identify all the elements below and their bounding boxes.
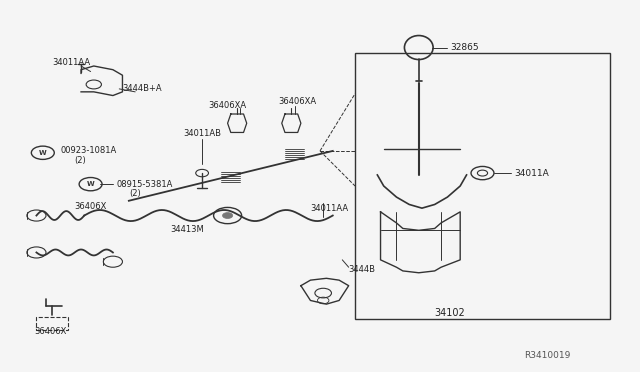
Text: 00923-1081A: 00923-1081A — [61, 147, 117, 155]
Text: R3410019: R3410019 — [524, 351, 570, 360]
Text: 32865: 32865 — [451, 43, 479, 52]
Text: 08915-5381A: 08915-5381A — [116, 180, 172, 189]
Circle shape — [223, 212, 233, 218]
Text: 3444B: 3444B — [349, 264, 376, 273]
Text: 34413M: 34413M — [170, 225, 204, 234]
Text: (2): (2) — [129, 189, 141, 198]
Text: (2): (2) — [75, 156, 86, 166]
FancyBboxPatch shape — [355, 53, 610, 319]
Bar — [36, 317, 68, 330]
Text: 36406XA: 36406XA — [209, 101, 246, 110]
Text: 34011AA: 34011AA — [52, 58, 90, 67]
Text: W: W — [39, 150, 47, 156]
Text: 34011A: 34011A — [515, 169, 549, 177]
Text: 34011AA: 34011AA — [310, 203, 349, 213]
Text: 34011AB: 34011AB — [183, 129, 221, 138]
Text: 36406X: 36406X — [75, 202, 107, 211]
Text: 36406X: 36406X — [35, 327, 67, 336]
Text: 36406XA: 36406XA — [278, 97, 317, 106]
Text: 3444B+A: 3444B+A — [122, 84, 162, 93]
Text: W: W — [87, 181, 95, 187]
Text: 34102: 34102 — [435, 308, 465, 318]
